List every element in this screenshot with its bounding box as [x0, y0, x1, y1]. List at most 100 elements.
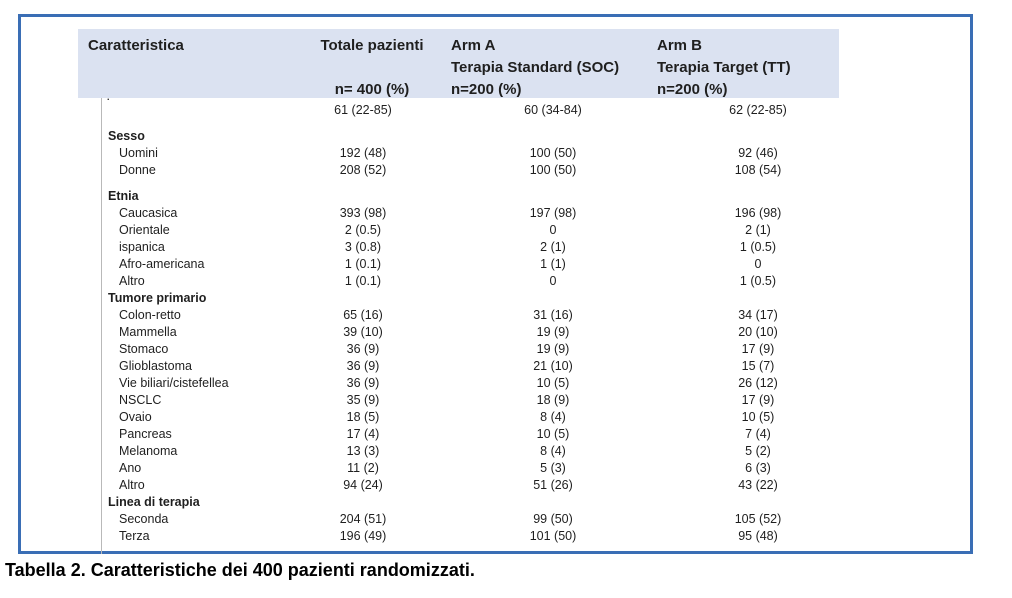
- header-col-total: Totale pazienti n= 400 (%): [317, 35, 427, 101]
- value-cell: 39 (10): [343, 325, 383, 339]
- table-row: Colon-retto 65 (16) 31 (16) 34 (17): [88, 307, 838, 324]
- value-cell: 19 (9): [536, 325, 570, 339]
- value-cell: 5 (3): [540, 461, 566, 475]
- value-cell: 17 (9): [741, 393, 775, 407]
- row-label: NSCLC: [119, 393, 162, 407]
- value-cell: 8 (4): [540, 444, 566, 458]
- value-cell: 6 (3): [745, 461, 771, 475]
- table-row: Altro 1 (0.1) 0 1 (0.5): [88, 273, 838, 290]
- header-arm-a-n: n=200 (%): [451, 81, 522, 98]
- table-row: Ano 11 (2) 5 (3) 6 (3): [88, 460, 838, 477]
- row-label: Caucasica: [119, 206, 178, 220]
- table-row: Terza 196 (49) 101 (50) 95 (48): [88, 528, 838, 545]
- value-cell: 196 (98): [734, 206, 782, 220]
- row-label: Seconda: [119, 512, 169, 526]
- row-label: Orientale: [119, 223, 170, 237]
- value-cell: 65 (16): [343, 308, 383, 322]
- value-cell: 36 (9): [346, 376, 380, 390]
- value-cell: 94 (24): [343, 478, 383, 492]
- table-row: Sesso: [88, 128, 838, 145]
- value-cell: 0: [549, 223, 557, 237]
- row-label: Afro-americana: [119, 257, 205, 271]
- value-cell: 192 (48): [339, 146, 387, 160]
- table-left-rule: [101, 98, 102, 554]
- clipped-text-fragment: .: [107, 92, 111, 102]
- header-arm-b-title: Arm B: [657, 37, 703, 54]
- row-label: Terza: [119, 529, 150, 543]
- value-cell: 62 (22-85): [729, 103, 787, 117]
- table-row: Stomaco 36 (9) 19 (9) 17 (9): [88, 341, 838, 358]
- table-row: Ovaio 18 (5) 8 (4) 10 (5): [88, 409, 838, 426]
- value-cell: 11 (2): [347, 461, 379, 475]
- header-total-title: Totale pazienti: [320, 37, 424, 54]
- value-cell: 10 (5): [536, 376, 570, 390]
- header-arm-a-subtitle: Terapia Standard (SOC): [451, 59, 620, 76]
- value-cell: 393 (98): [339, 206, 387, 220]
- value-cell: 1 (0.1): [344, 274, 382, 288]
- value-cell: 61 (22-85): [334, 103, 392, 117]
- header-characteristic-label: Caratteristica: [88, 37, 184, 54]
- value-cell: 18 (5): [346, 410, 380, 424]
- table-row: Caucasica 393 (98) 197 (98) 196 (98): [88, 205, 838, 222]
- table-row: Vie biliari/cistefellea 36 (9) 10 (5) 26 (1…: [88, 375, 838, 392]
- row-label: ispanica: [119, 240, 165, 254]
- value-cell: 1 (0.5): [739, 240, 777, 254]
- row-spacer: [88, 179, 838, 188]
- value-cell: 20 (10): [738, 325, 778, 339]
- table-header-band: Caratteristica Totale pazienti n= 400 (%…: [78, 29, 839, 98]
- value-cell: 3 (0.8): [344, 240, 382, 254]
- value-cell: 1 (0.1): [344, 257, 382, 271]
- table-row: Melanoma 13 (3) 8 (4) 5 (2): [88, 443, 838, 460]
- value-cell: 0: [549, 274, 557, 288]
- value-cell: 21 (10): [533, 359, 573, 373]
- value-cell: 2 (1): [540, 240, 566, 254]
- value-cell: 99 (50): [533, 512, 573, 526]
- header-col-characteristic: Caratteristica: [88, 35, 184, 57]
- header-total-n: n= 400 (%): [334, 81, 410, 98]
- row-label: Altro: [119, 274, 145, 288]
- row-label: Altro: [119, 478, 145, 492]
- table-row: Afro-americana 1 (0.1) 1 (1) 0: [88, 256, 838, 273]
- value-cell: 19 (9): [536, 342, 570, 356]
- value-cell: 51 (26): [533, 478, 573, 492]
- value-cell: 15 (7): [741, 359, 775, 373]
- value-cell: 34 (17): [738, 308, 778, 322]
- value-cell: 17 (4): [346, 427, 380, 441]
- table-row: NSCLC 35 (9) 18 (9) 17 (9): [88, 392, 838, 409]
- table-row: Uomini 192 (48) 100 (50) 92 (46): [88, 145, 838, 162]
- value-cell: 36 (9): [346, 342, 380, 356]
- table-row: Altro 94 (24) 51 (26) 43 (22): [88, 477, 838, 494]
- value-cell: 101 (50): [529, 529, 577, 543]
- row-label: Tumore primario: [108, 291, 207, 305]
- header-arm-b-subtitle: Terapia Target (TT): [657, 59, 791, 76]
- row-label: Ovaio: [119, 410, 152, 424]
- header-arm-a-title: Arm A: [451, 37, 496, 54]
- value-cell: 31 (16): [533, 308, 573, 322]
- row-label: Pancreas: [119, 427, 172, 441]
- value-cell: 60 (34-84): [524, 103, 582, 117]
- header-arm-b-n: n=200 (%): [657, 81, 728, 98]
- row-label: Ano: [119, 461, 142, 475]
- value-cell: 2 (0.5): [344, 223, 382, 237]
- value-cell: 1 (1): [540, 257, 566, 271]
- header-col-arm-b: Arm B Terapia Target (TT) n=200 (%): [657, 35, 791, 101]
- table-row: Orientale 2 (0.5) 0 2 (1): [88, 222, 838, 239]
- table-row: Glioblastoma 36 (9) 21 (10) 15 (7): [88, 358, 838, 375]
- row-spacer: [88, 119, 838, 128]
- table-row: 61 (22-85) 60 (34-84) 62 (22-85): [88, 102, 838, 119]
- row-label: Melanoma: [119, 444, 178, 458]
- value-cell: 13 (3): [346, 444, 380, 458]
- row-label: Vie biliari/cistefellea: [119, 376, 229, 390]
- table-row: Tumore primario: [88, 290, 838, 307]
- value-cell: 196 (49): [339, 529, 387, 543]
- row-label: Sesso: [108, 129, 145, 143]
- value-cell: 92 (46): [738, 146, 778, 160]
- value-cell: 100 (50): [529, 163, 577, 177]
- row-label: Stomaco: [119, 342, 169, 356]
- value-cell: 105 (52): [734, 512, 782, 526]
- value-cell: 0: [754, 257, 762, 271]
- value-cell: 8 (4): [540, 410, 566, 424]
- value-cell: 10 (5): [536, 427, 570, 441]
- value-cell: 100 (50): [529, 146, 577, 160]
